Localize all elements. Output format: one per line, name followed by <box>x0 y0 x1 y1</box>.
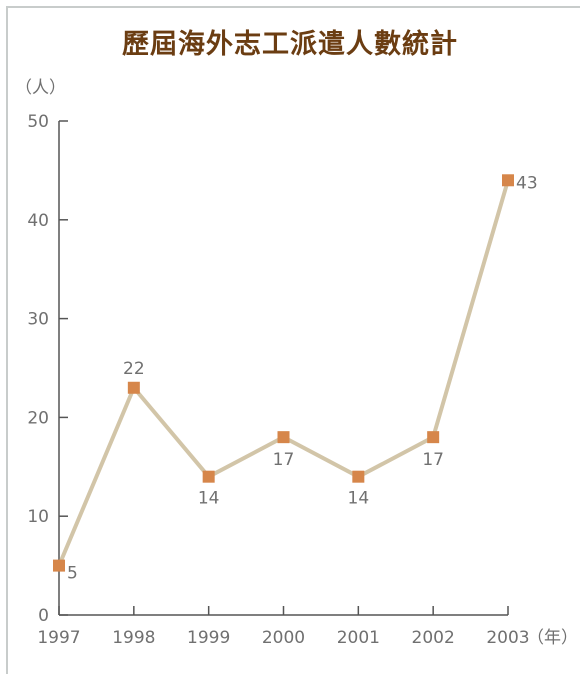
data-point <box>53 559 65 572</box>
x-tick-label: 1999 <box>187 628 230 648</box>
data-markers <box>53 174 514 572</box>
y-axis-label: （人） <box>15 78 66 98</box>
data-label: 5 <box>67 564 78 584</box>
data-point <box>277 431 290 444</box>
data-labels: 5 22 14 17 14 17 43 <box>67 173 538 583</box>
frame-border-left <box>6 6 8 674</box>
x-tick-label: 2000 <box>262 628 305 648</box>
y-tick-label: 10 <box>27 507 49 527</box>
x-tick-label: 2003 <box>486 628 529 648</box>
x-tick-label: 1998 <box>112 628 155 648</box>
data-point <box>202 470 215 483</box>
frame-border-top <box>6 6 580 8</box>
data-point <box>502 174 514 187</box>
y-tick-label: 30 <box>27 310 49 330</box>
x-tick-label: 2001 <box>337 628 380 648</box>
x-axis-label: （年） <box>527 628 578 648</box>
data-label: 17 <box>422 450 444 470</box>
y-tick-label: 0 <box>38 606 49 626</box>
y-tick-label: 50 <box>27 112 49 132</box>
data-point <box>352 470 365 483</box>
data-label: 22 <box>123 359 145 379</box>
data-label: 17 <box>273 450 295 470</box>
data-label: 14 <box>348 489 370 509</box>
data-point <box>127 381 140 394</box>
x-tick-label: 2002 <box>412 628 455 648</box>
y-tick-label: 40 <box>27 211 49 231</box>
x-tick-label: 1997 <box>37 628 80 648</box>
y-tick-label: 20 <box>27 408 49 428</box>
chart-title: 歷屆海外志工派遣人數統計 <box>122 29 458 60</box>
axes: 0 10 20 30 40 50 1997 1998 1999 2000 2001 2002 2003 <box>27 112 529 648</box>
data-label: 43 <box>516 173 538 193</box>
data-point <box>427 431 440 444</box>
data-label: 14 <box>198 489 220 509</box>
